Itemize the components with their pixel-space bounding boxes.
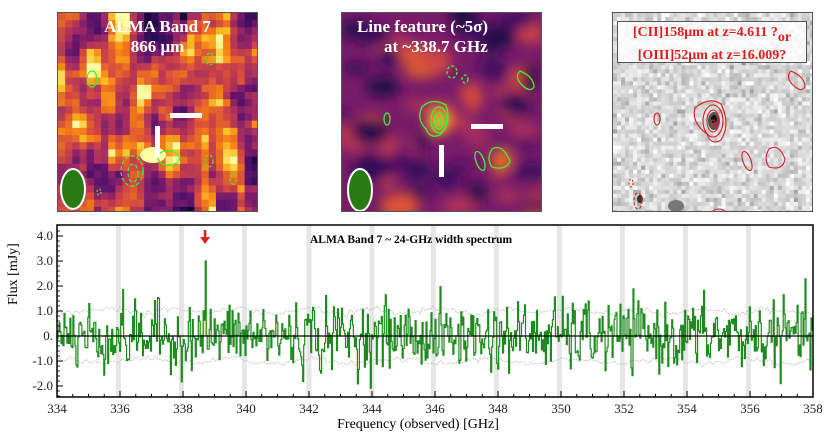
line-contour-3sigma (419, 100, 449, 137)
negative-contour (205, 52, 215, 66)
spectrum-line (57, 260, 813, 389)
red-contour (693, 100, 727, 143)
x-tick-label: 356 (740, 401, 760, 415)
noise-lower-line (56, 354, 814, 368)
red-contour (702, 104, 724, 138)
positive-contour (157, 149, 180, 166)
spectral-window-gap (369, 225, 375, 397)
red-contour (706, 109, 720, 133)
continuum-map-image (58, 13, 257, 211)
spectral-window-gap (430, 225, 436, 397)
negative-contour (229, 173, 237, 185)
red-contour (712, 208, 726, 211)
red-dashed-contour (628, 178, 634, 188)
source-bright-spot (140, 147, 166, 163)
spectrum-chart: 334 336 338 340 342 344 346 348 350 352 354 356 358 4… (32, 224, 823, 415)
position-marker-vertical (155, 126, 160, 158)
x-tick-label: 334 (47, 401, 67, 415)
line-feature-arrow-icon (200, 237, 211, 244)
position-marker-vertical (439, 145, 444, 177)
red-contour (710, 119, 716, 127)
continuum-map-title: ALMA Band 7 (104, 17, 211, 36)
negative-contour (120, 155, 144, 187)
beam-ellipse-icon (60, 168, 86, 210)
spectral-window-gap (745, 225, 751, 397)
or-label: or (777, 30, 792, 45)
y-tick-label: 3.0 (37, 253, 53, 268)
x-tick-label: 352 (614, 401, 634, 415)
positive-contour (474, 150, 486, 172)
positive-contour (383, 112, 391, 126)
spectral-window-gap (178, 225, 184, 397)
x-tick-label: 338 (173, 401, 193, 415)
x-tick-label: 336 (110, 401, 130, 415)
positive-contour (516, 70, 535, 91)
positive-contour (488, 146, 511, 169)
x-tick-label: 348 (488, 401, 508, 415)
source-core (711, 115, 717, 123)
red-contour (765, 146, 786, 169)
line-contour-5sigma (433, 112, 445, 130)
continuum-map-wavelength: 866 μm (130, 37, 185, 56)
position-marker-horizontal (170, 113, 202, 118)
line-map-title: Line feature (~5σ) (357, 17, 489, 36)
continuum-map-panel: ALMA Band 7 866 μm (57, 12, 258, 212)
x-tick-label: 346 (425, 401, 445, 415)
red-dashed-contour (633, 192, 643, 210)
spectrum-title: ALMA Band 7 ~ 24-GHz width spectrum (310, 234, 513, 246)
faint-source (668, 200, 684, 211)
red-contour (653, 112, 661, 126)
spectral-window-gap (306, 225, 312, 397)
negative-contour (446, 65, 458, 79)
positive-contour (86, 70, 98, 88)
line-map-frequency: at ~338.7 GHz (384, 37, 488, 56)
y-tick-label: 2.0 (37, 278, 53, 293)
negative-contour (127, 163, 139, 183)
x-tick-label: 354 (677, 401, 697, 415)
line-feature-highlight (202, 311, 209, 336)
spectral-window-gap (556, 225, 562, 397)
continuum-pixels (58, 13, 257, 211)
noise-upper-line (56, 304, 814, 319)
cii-label: [CII]158μm at z=4.611 ? (632, 25, 778, 40)
y-axis-label: Flux [mJy] (6, 243, 21, 305)
line-map-panel: Line feature (~5σ) at ~338.7 GHz (341, 12, 542, 212)
y-tick-label: 0. (43, 328, 53, 343)
spectral-window-gap (493, 225, 499, 397)
line-contour-peak (436, 118, 442, 126)
x-tick-label: 350 (551, 401, 571, 415)
red-contour (787, 70, 806, 91)
x-tick-label: 358 (803, 401, 823, 415)
line-contour-4sigma (430, 106, 448, 134)
red-contour (741, 150, 753, 172)
spectral-window-gap (241, 225, 247, 397)
y-tick-label: -1.0 (32, 353, 53, 368)
greyscale-map-panel: [CII]158μm at z=4.611 ?or [OIII]52μm at … (612, 12, 813, 212)
x-tick-label: 340 (236, 401, 256, 415)
negative-contour (461, 74, 469, 84)
beam-ellipse-icon (347, 168, 373, 211)
x-tick-label: 342 (299, 401, 319, 415)
oiii-label: [OIII]52μm at z=16.009? (637, 48, 787, 63)
y-tick-label: 1.0 (37, 303, 53, 318)
position-marker-horizontal (471, 124, 503, 129)
x-axis-label: Frequency (observed) [GHz] (337, 417, 499, 432)
y-tick-label: -2.0 (32, 378, 53, 393)
line-map-image (342, 13, 541, 211)
x-tick-label: 344 (362, 401, 382, 415)
negative-contour (96, 188, 102, 196)
y-tick-label: 4.0 (37, 228, 53, 243)
negative-contour (204, 154, 214, 168)
line-identification-box: [CII]158μm at z=4.611 ?or [OIII]52μm at … (617, 21, 807, 63)
